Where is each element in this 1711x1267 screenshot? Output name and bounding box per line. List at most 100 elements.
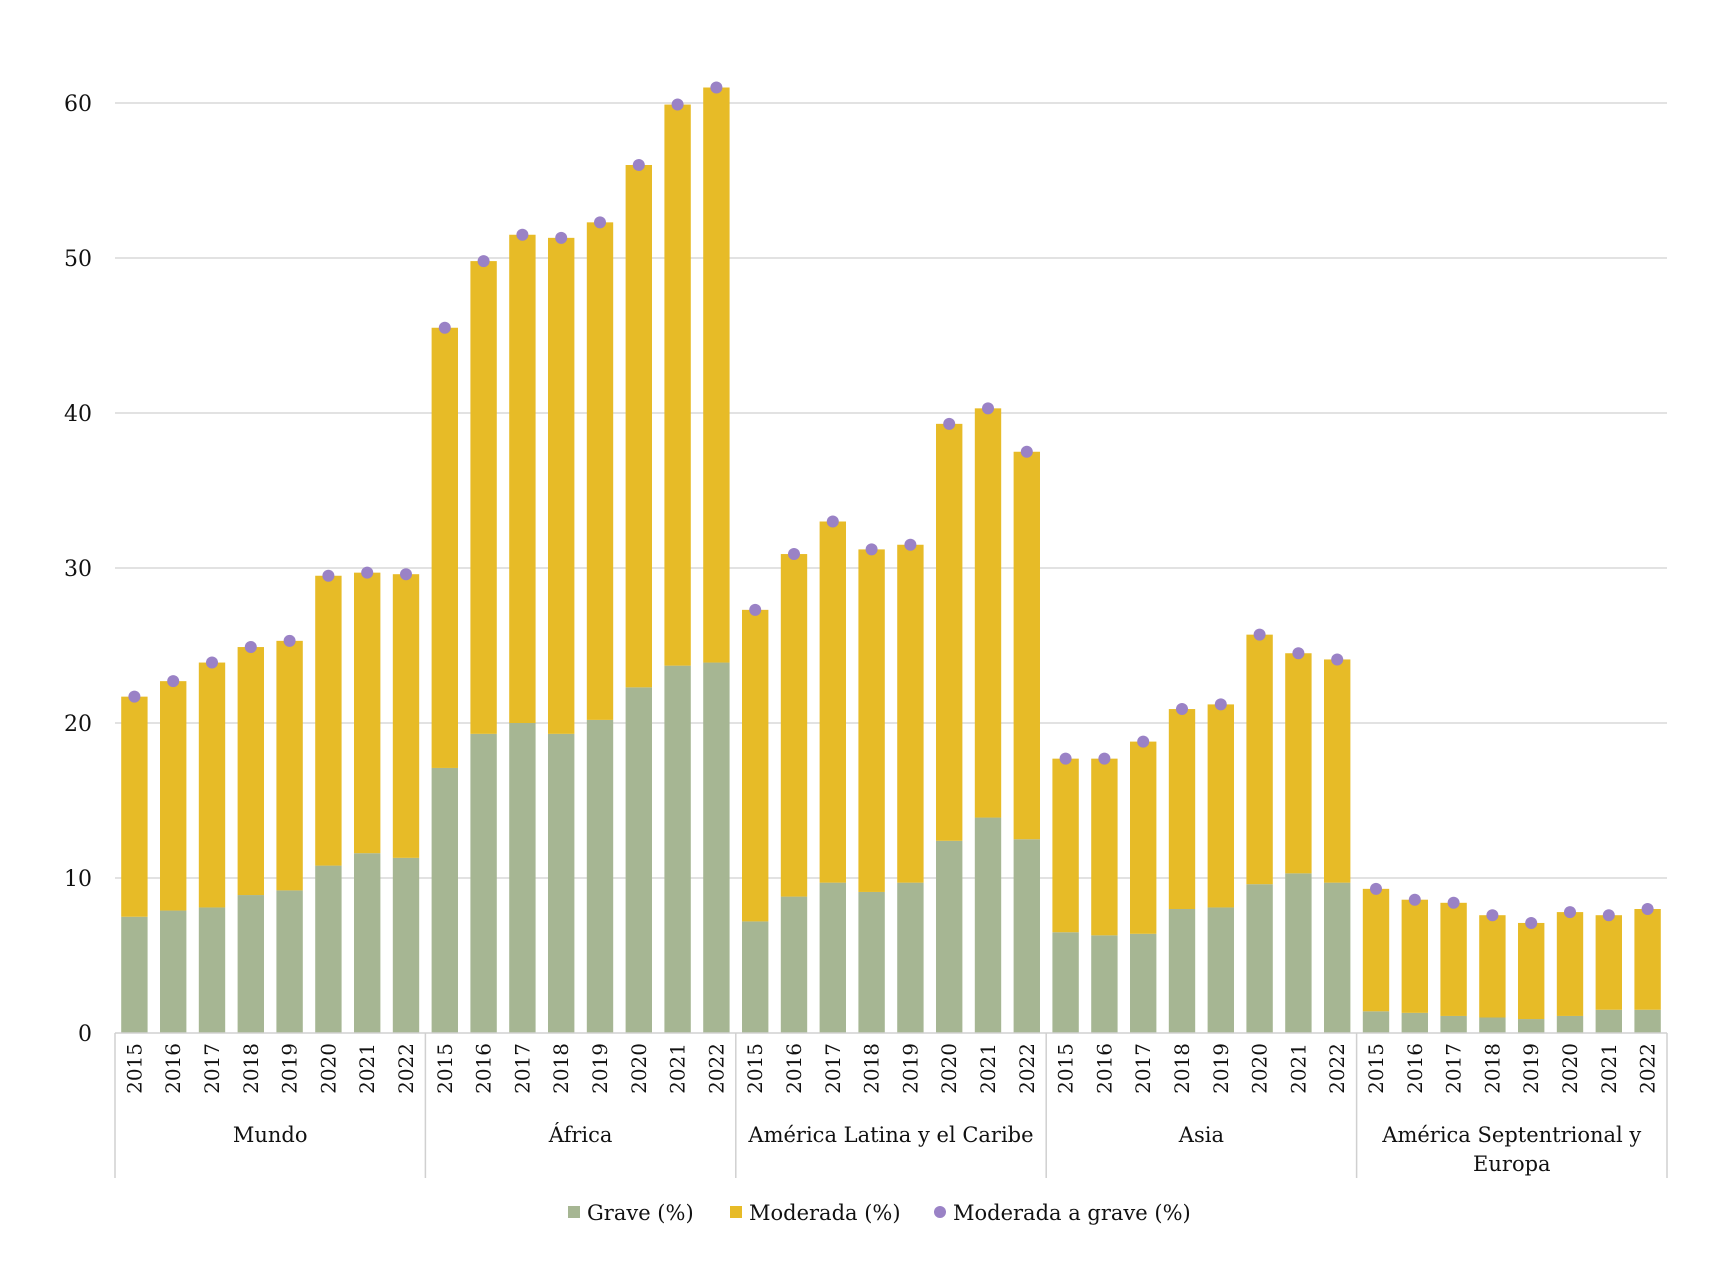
y-tick-label: 40 — [64, 402, 92, 427]
bar-moderada — [392, 574, 420, 858]
bar-moderada — [819, 521, 846, 883]
legend-item-grave: Grave (%) — [568, 1201, 694, 1225]
point-moderada-a-grave — [322, 569, 335, 582]
x-tick-year: 2020 — [316, 1043, 340, 1094]
point-moderada-a-grave — [904, 538, 917, 551]
bar-moderada — [1168, 709, 1196, 909]
point-moderada-a-grave — [167, 675, 180, 688]
x-tick-year: 2018 — [1480, 1043, 1504, 1094]
bar-grave — [1052, 932, 1079, 1033]
x-tick-year: 2020 — [1558, 1043, 1582, 1094]
bar-grave — [897, 882, 924, 1033]
x-tick-year: 2015 — [1364, 1043, 1388, 1094]
bar-grave — [1168, 909, 1196, 1033]
bar-moderada — [1556, 912, 1584, 1016]
point-moderada-a-grave — [1525, 916, 1538, 929]
point-moderada-a-grave — [1486, 909, 1499, 922]
legend-marker-square — [730, 1206, 742, 1218]
x-tick-year: 2020 — [937, 1043, 961, 1094]
bars — [121, 81, 1661, 1033]
bar-moderada — [1324, 659, 1351, 883]
bar-grave — [1556, 1015, 1584, 1033]
bar-moderada — [548, 237, 575, 734]
bar-moderada — [1440, 902, 1467, 1016]
y-tick-label: 0 — [78, 1022, 92, 1047]
group-label: Europa — [1473, 1152, 1551, 1176]
point-moderada-a-grave — [1292, 647, 1305, 660]
group-label: Asia — [1178, 1123, 1224, 1147]
x-tick-year: 2022 — [1015, 1043, 1039, 1094]
bar-moderada — [354, 572, 381, 854]
bar-grave — [703, 662, 730, 1033]
x-tick-year: 2019 — [1519, 1043, 1543, 1094]
bar-grave — [392, 857, 420, 1033]
bar-grave — [1246, 884, 1273, 1033]
point-moderada-a-grave — [438, 321, 451, 334]
y-tick-label: 30 — [64, 557, 92, 582]
bar-moderada — [858, 549, 885, 892]
bar-grave — [548, 733, 575, 1033]
bar-moderada — [936, 423, 963, 841]
bar-grave — [354, 853, 381, 1033]
x-tick-year: 2022 — [1325, 1043, 1349, 1094]
point-moderada-a-grave — [1137, 735, 1150, 748]
bar-grave — [1130, 933, 1157, 1033]
point-moderada-a-grave — [632, 159, 645, 171]
bar-grave — [1362, 1011, 1390, 1033]
bar-grave — [470, 733, 497, 1033]
bar-moderada — [1246, 634, 1273, 885]
x-tick-year: 2020 — [627, 1043, 651, 1094]
bar-grave — [819, 882, 846, 1033]
bar-moderada — [1091, 758, 1118, 936]
bar-grave — [1091, 935, 1118, 1033]
x-tick-year: 2015 — [433, 1043, 457, 1094]
point-moderada-a-grave — [594, 216, 606, 229]
x-tick-year: 2022 — [1636, 1043, 1660, 1094]
point-moderada-a-grave — [1602, 909, 1615, 922]
bar-grave — [1518, 1019, 1545, 1033]
x-tick-year: 2016 — [161, 1043, 185, 1094]
bar-moderada — [974, 408, 1002, 818]
point-moderada-a-grave — [1098, 752, 1111, 765]
bar-grave — [1401, 1012, 1428, 1033]
bar-moderada — [742, 609, 769, 922]
x-tick-year: 2018 — [1170, 1043, 1194, 1094]
point-moderada-a-grave — [1253, 628, 1266, 641]
point-moderada-a-grave — [283, 634, 296, 647]
bar-moderada — [237, 647, 264, 896]
x-tick-year: 2015 — [743, 1043, 767, 1094]
x-tick-year: 2019 — [1209, 1043, 1233, 1094]
bar-moderada — [586, 222, 614, 720]
x-tick-year: 2021 — [666, 1043, 690, 1094]
point-moderada-a-grave — [244, 641, 257, 654]
x-tick-year: 2022 — [394, 1043, 418, 1094]
point-moderada-a-grave — [1059, 752, 1072, 765]
x-tick-year: 2017 — [510, 1043, 534, 1094]
legend-marker-circle — [934, 1206, 946, 1218]
bar-moderada — [625, 165, 652, 688]
point-moderada-a-grave — [1331, 653, 1344, 666]
y-tick-label: 50 — [64, 247, 92, 272]
x-tick-year: 2018 — [549, 1043, 573, 1094]
bar-grave — [1285, 873, 1312, 1033]
point-moderada-a-grave — [1447, 896, 1460, 909]
x-tick-year: 2017 — [1131, 1043, 1155, 1094]
bar-grave — [625, 687, 652, 1033]
bar-moderada — [1518, 922, 1545, 1020]
bar-moderada — [509, 234, 536, 723]
point-moderada-a-grave — [206, 656, 218, 669]
bar-grave — [1440, 1015, 1467, 1033]
legend-label: Grave (%) — [587, 1201, 694, 1225]
bar-moderada — [1362, 888, 1390, 1012]
bar-grave — [1479, 1017, 1506, 1033]
x-tick-year: 2015 — [122, 1043, 146, 1094]
legend-marker-square — [568, 1206, 580, 1218]
bar-moderada — [1052, 758, 1079, 933]
point-moderada-a-grave — [555, 231, 568, 244]
bar-moderada — [897, 544, 924, 883]
bar-moderada — [664, 104, 691, 666]
y-axis-ticks: 0 10 20 30 40 50 60 — [64, 92, 92, 1047]
legend-item-moderada: Moderada (%) — [730, 1201, 901, 1225]
bar-grave — [936, 840, 963, 1033]
